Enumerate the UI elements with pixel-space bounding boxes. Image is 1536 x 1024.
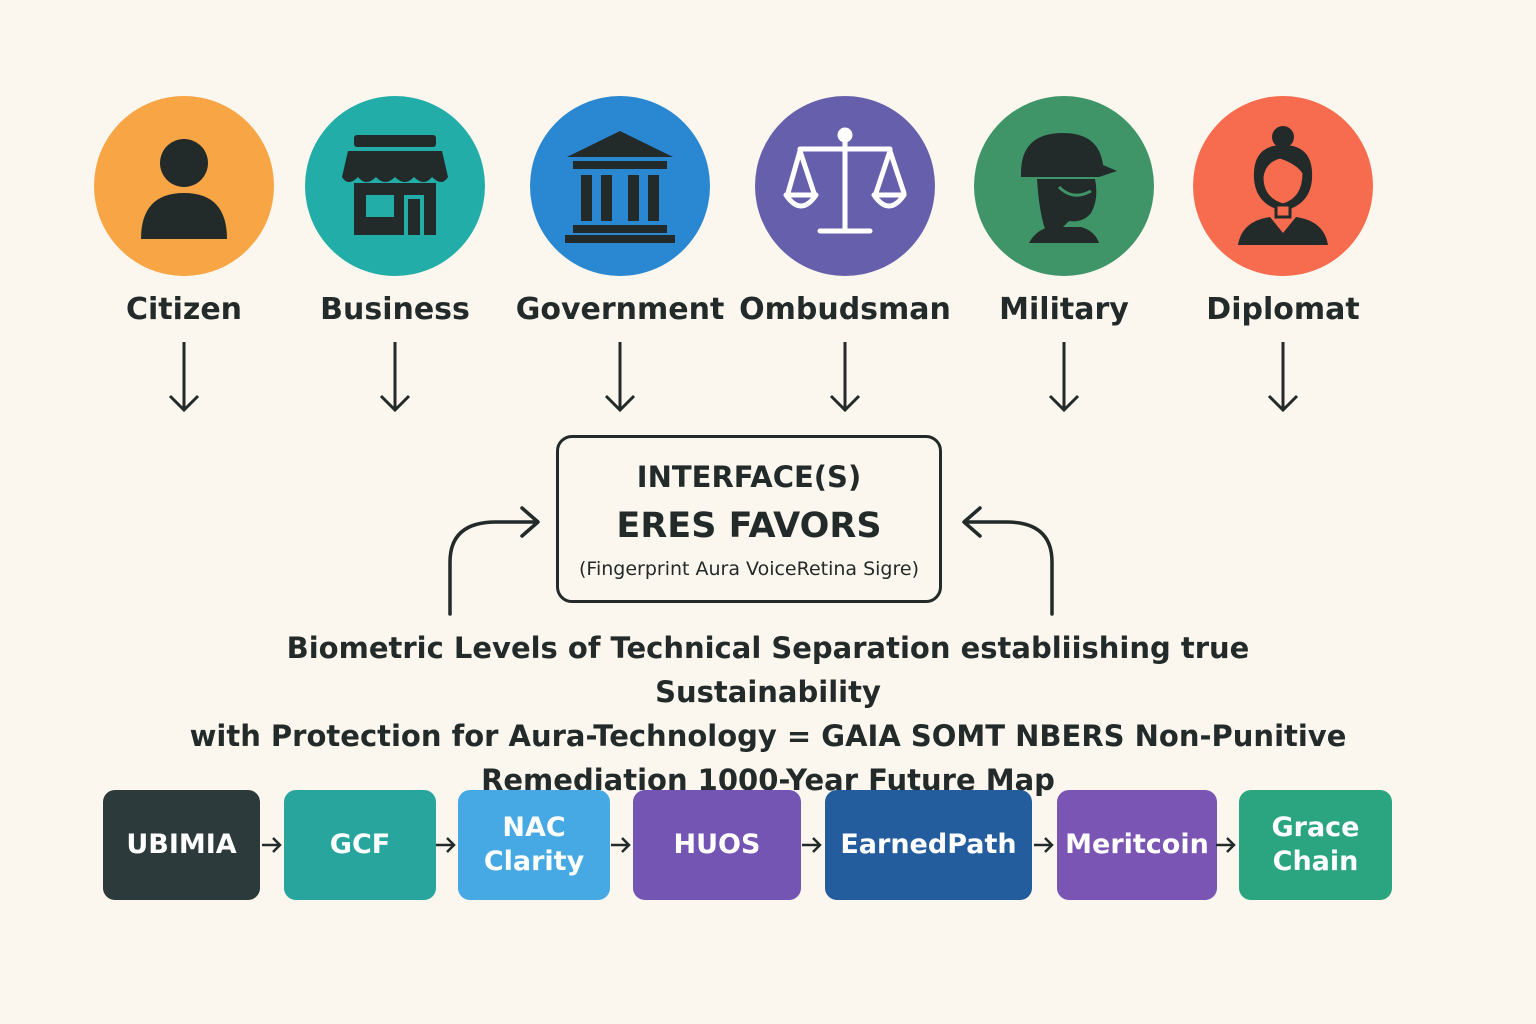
down-arrow bbox=[379, 342, 411, 413]
actor-military-circle bbox=[974, 96, 1154, 276]
woman-diplomat-icon bbox=[1238, 126, 1328, 245]
actor-military-label: Military bbox=[999, 292, 1129, 327]
stage-label: Grace Chain bbox=[1271, 812, 1360, 877]
stage-label: HUOS bbox=[673, 829, 761, 860]
actor-ombudsman-circle bbox=[755, 96, 935, 276]
actor-business-label: Business bbox=[320, 292, 470, 327]
down-arrow bbox=[1267, 342, 1299, 413]
curved-arrow-left bbox=[448, 506, 540, 616]
stage-huos: HUOS bbox=[633, 790, 801, 900]
actor-ombudsman-label: Ombudsman bbox=[739, 292, 951, 327]
chain-arrow bbox=[1034, 837, 1054, 853]
chain-arrow bbox=[802, 837, 822, 853]
down-arrow bbox=[168, 342, 200, 413]
stage-earnedpath: EarnedPath bbox=[825, 790, 1032, 900]
chain-arrow bbox=[262, 837, 282, 853]
stage-label: GCF bbox=[329, 829, 391, 860]
chain-arrow bbox=[436, 837, 456, 853]
interface-modalities: (Fingerprint Aura VoiceRetina Sigre) bbox=[578, 558, 919, 580]
scales-of-justice-icon bbox=[783, 127, 907, 234]
interface-name: ERES FAVORS bbox=[616, 506, 882, 546]
actor-citizen-circle bbox=[94, 96, 274, 276]
actor-citizen-label: Citizen bbox=[125, 292, 243, 327]
stage-meritcoin: Meritcoin bbox=[1057, 790, 1217, 900]
stage-ubimia: UBIMIA bbox=[103, 790, 260, 900]
stage-gcf: GCF bbox=[284, 790, 436, 900]
stage-nac-clarity: NAC Clarity bbox=[458, 790, 610, 900]
storefront-icon bbox=[342, 135, 448, 235]
chain-arrow bbox=[1216, 837, 1236, 853]
interface-title: INTERFACE(S) bbox=[636, 460, 862, 494]
stage-grace-chain: Grace Chain bbox=[1239, 790, 1392, 900]
actor-business-circle bbox=[305, 96, 485, 276]
actor-diplomat-label: Diplomat bbox=[1206, 292, 1360, 327]
stage-label: Meritcoin bbox=[1065, 829, 1209, 860]
statement-text: Biometric Levels of Technical Separation… bbox=[180, 626, 1356, 802]
chain-arrow bbox=[611, 837, 631, 853]
down-arrow bbox=[604, 342, 636, 413]
stage-label: UBIMIA bbox=[126, 829, 237, 860]
statement-line: Biometric Levels of Technical Separation… bbox=[286, 631, 1250, 709]
actor-diplomat-circle bbox=[1193, 96, 1373, 276]
stage-label: NAC Clarity bbox=[483, 812, 585, 877]
stage-label: EarnedPath bbox=[840, 829, 1017, 860]
soldier-helmet-icon bbox=[1021, 133, 1117, 243]
person-icon bbox=[141, 139, 227, 239]
down-arrow bbox=[829, 342, 861, 413]
interface-box: INTERFACE(S) ERES FAVORS (Fingerprint Au… bbox=[556, 435, 942, 603]
actor-government-label: Government bbox=[515, 292, 725, 327]
curved-arrow-right bbox=[962, 506, 1054, 616]
statement-line: with Protection for Aura-Technology = GA… bbox=[189, 719, 1347, 753]
actor-government-circle bbox=[530, 96, 710, 276]
capitol-building-icon bbox=[565, 131, 675, 243]
down-arrow bbox=[1048, 342, 1080, 413]
